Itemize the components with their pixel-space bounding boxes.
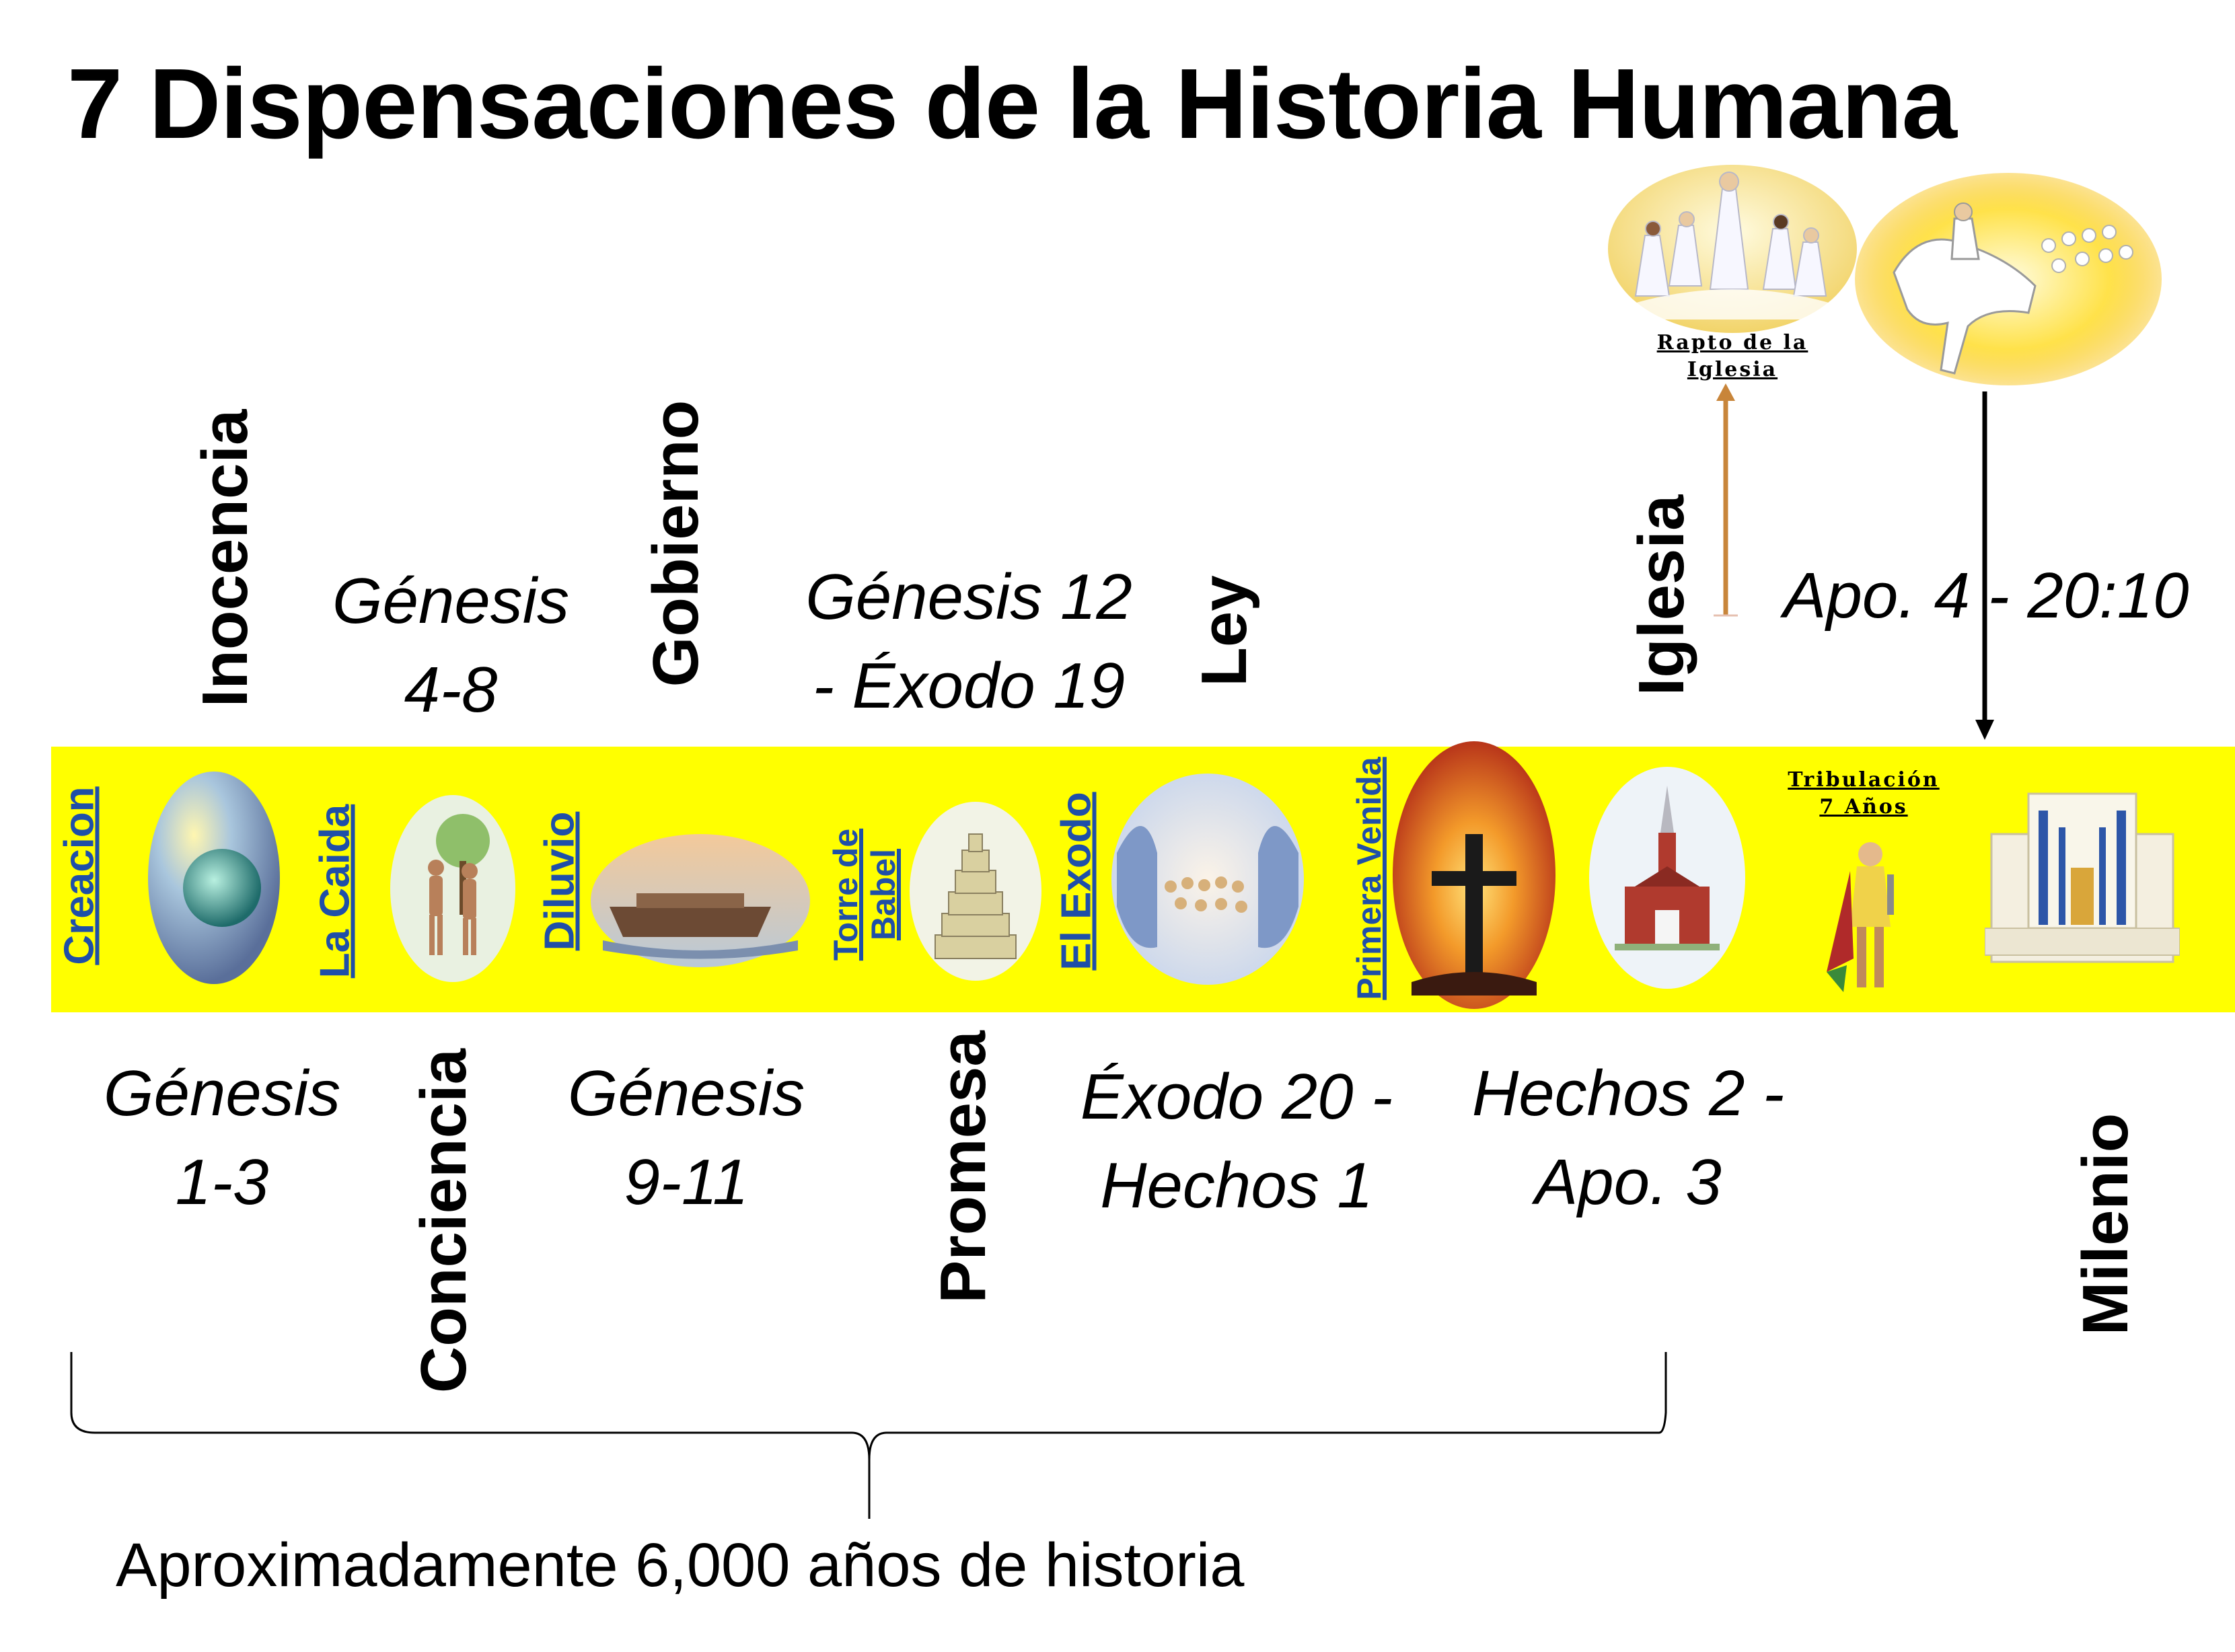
tower-icon [910,802,1041,981]
exodus-icon [1111,774,1304,985]
event-el-exodo: El Exodo [1053,792,1100,971]
event-diluvio: Diluvio [536,811,583,951]
ref-genesis-1-3: Génesis 1-3 [103,1057,341,1218]
dispensation-ley: Ley [1188,575,1260,687]
cross-icon [1393,741,1555,1009]
history-brace [70,1352,1667,1519]
ref-hechos-2-apo-3: Hechos 2 - Apo. 3 [1471,1057,1785,1218]
temple-icon [1985,792,2180,963]
event-creacion: Creacion [56,786,103,965]
dispensation-iglesia: Iglesia [1625,494,1697,696]
ref-genesis-4-8: Génesis 4-8 [332,565,570,726]
dispensation-conciencia: Conciencia [408,1048,480,1394]
footer-caption: Aproximadamente 6,000 años de historia [116,1531,1245,1600]
event-la-caida: La Caida [312,804,359,979]
rapture-arrow [1714,383,1738,617]
dispensation-inocencia: Inocencia [189,409,261,708]
second-coming-arrow [1975,391,1994,740]
warrior-icon [1827,842,1894,992]
rider-icon [1855,173,2162,385]
event-torre-de-babel: Torre de Babel [827,828,902,961]
rapture-caption: Rapto de la Iglesia [1656,331,1808,381]
ark-icon [591,834,810,967]
ref-genesis-12-exodo-19: Génesis 12 - Éxodo 19 [805,561,1132,722]
rapture-icon [1608,165,1857,333]
ref-exodo-20-hechos-1: Éxodo 20 - Hechos 1 [1080,1061,1393,1222]
adam-eve-icon [390,795,515,982]
dispensation-milenio: Milenio [2069,1113,2141,1336]
page-title: 7 Dispensaciones de la Historia Humana [67,48,1957,159]
dispensation-gobierno: Gobierno [640,400,712,687]
globe-icon [148,772,280,984]
event-primera-venida: Primera Venida [1350,757,1388,1000]
ref-genesis-9-11: Génesis 9-11 [567,1057,805,1218]
church-icon [1589,767,1745,989]
dispensation-promesa: Promesa [927,1030,999,1304]
event-tribulacion: Tribulación 7 Años [1788,768,1940,819]
